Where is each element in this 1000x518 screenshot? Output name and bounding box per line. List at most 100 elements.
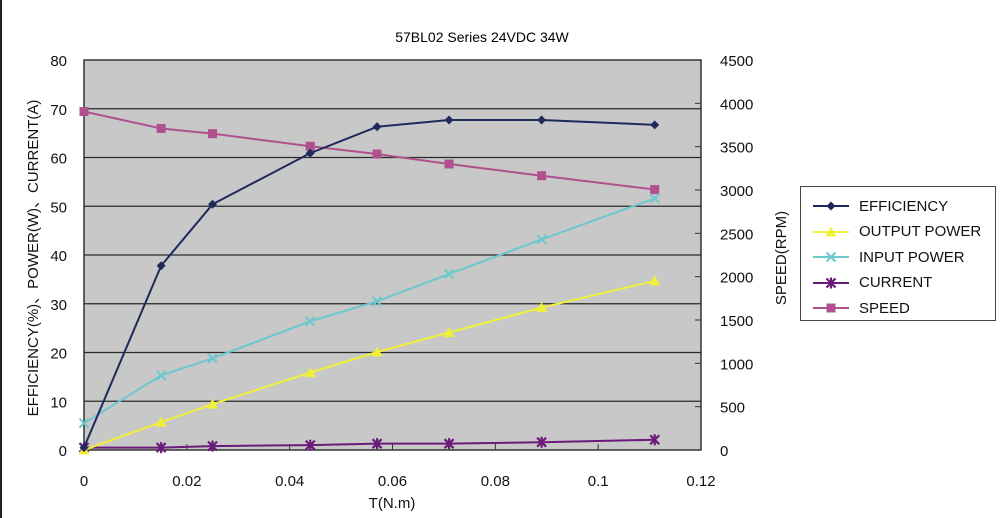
data-point [79,443,89,453]
x-tick-label: 0.12 [686,473,715,490]
y-tick-label: 50 [50,199,67,216]
legend-swatch [813,201,849,211]
y2-axis-label: SPEED(RPM) [773,211,790,305]
data-point [155,370,167,381]
data-point [305,148,315,158]
data-point [305,141,315,151]
data-point [155,442,167,454]
x-tick-label: 0.02 [172,473,201,490]
data-point [304,366,316,377]
series-line [84,438,655,449]
legend-label: SPEED [859,299,910,317]
data-point [79,107,89,117]
data-point [443,327,455,338]
y-tick-label: 40 [50,248,67,265]
legend-label: CURRENT [859,274,933,291]
legend-swatch [813,303,849,313]
y-tick-label: 30 [50,297,67,314]
legend: EFFICIENCY OUTPUT POWER INPUT POWER CURRENT… [800,186,996,321]
legend-item: OUTPUT POWER [811,221,981,243]
y-tick-label: 20 [50,346,67,363]
legend-marker [825,251,837,263]
y2-tick-label: 1000 [720,356,753,373]
data-point [371,346,383,357]
legend-marker [825,277,837,288]
data-point [537,115,547,125]
legend-item: SPEED [811,297,910,319]
gridlines [84,108,701,402]
data-point [371,296,383,307]
y2-tick-label: 3000 [720,183,753,200]
series-output-power [78,275,661,455]
legend-item: INPUT POWER [811,246,965,268]
data-point [649,434,661,446]
data-point [371,438,383,450]
y2-tick-label: 4500 [720,53,753,70]
y-tick-label: 80 [50,53,67,70]
y2-tick-label: 500 [720,400,745,417]
legend-swatch [813,277,849,288]
series-line [83,279,655,451]
y2-axis-ticks: 0 500 1000 1500 2000 2500 3000 3500 4000 4500 [695,53,753,460]
frame-border [0,0,2,518]
data-point [156,123,166,133]
y2-tick-label: 2000 [720,270,753,287]
x-tick-label: 0.1 [588,473,609,490]
data-point [444,159,454,169]
series-line [83,197,656,425]
data-point [207,440,218,452]
series-line [83,118,655,448]
legend-label: INPUT POWER [859,248,965,266]
chart-title: 57BL02 Series 24VDC 34W [395,29,569,45]
data-point [443,268,455,280]
legend-item: EFFICIENCY [811,195,948,217]
data-point [207,353,218,364]
legend-marker [826,201,836,211]
x-tick-label: 0.04 [275,473,304,490]
data-point [536,436,547,448]
data-point [78,417,90,429]
data-point [372,149,382,159]
data-point [155,416,167,427]
legend-swatch [813,251,849,263]
data-point [305,316,316,327]
x-tick-label: 0.08 [481,473,510,490]
y2-tick-label: 0 [720,443,728,460]
y2-tick-label: 3500 [720,140,753,157]
y-axis-ticks: 0 10 20 30 40 50 60 70 80 [50,53,67,460]
legend-marker [826,303,836,313]
data-point [537,171,547,181]
legend-label: EFFICIENCY [859,197,949,215]
legend-marker [825,226,837,236]
x-tick-label: 0 [80,473,88,490]
data-point [650,185,660,195]
data-point [372,122,382,132]
y-tick-label: 0 [59,443,67,460]
y-tick-label: 10 [50,394,67,411]
y2-tick-label: 4000 [720,96,753,113]
data-point [536,302,548,313]
data-point [650,120,660,130]
data-point [207,398,219,409]
data-point [208,199,218,209]
x-axis-label: T(N.m) [369,495,416,512]
data-point [649,193,660,204]
data-point [536,234,547,245]
series-group [78,107,661,455]
legend-label: OUTPUT POWER [859,223,982,240]
y-tick-label: 70 [50,102,67,119]
y-tick-label: 60 [50,151,67,168]
data-point [304,439,316,451]
y-axis-label: EFFICIENCY(%)、POWER(W)、CURRENT(A) [25,100,42,417]
series-input-power [78,193,660,429]
data-point [444,115,454,125]
series-line [83,110,655,191]
legend-item: CURRENT [811,272,932,294]
y2-tick-label: 2500 [720,226,753,243]
data-point [156,261,166,271]
data-point [208,129,218,139]
series-efficiency [79,115,660,453]
x-tick-label: 0.06 [378,473,407,490]
legend-swatch [813,226,849,236]
